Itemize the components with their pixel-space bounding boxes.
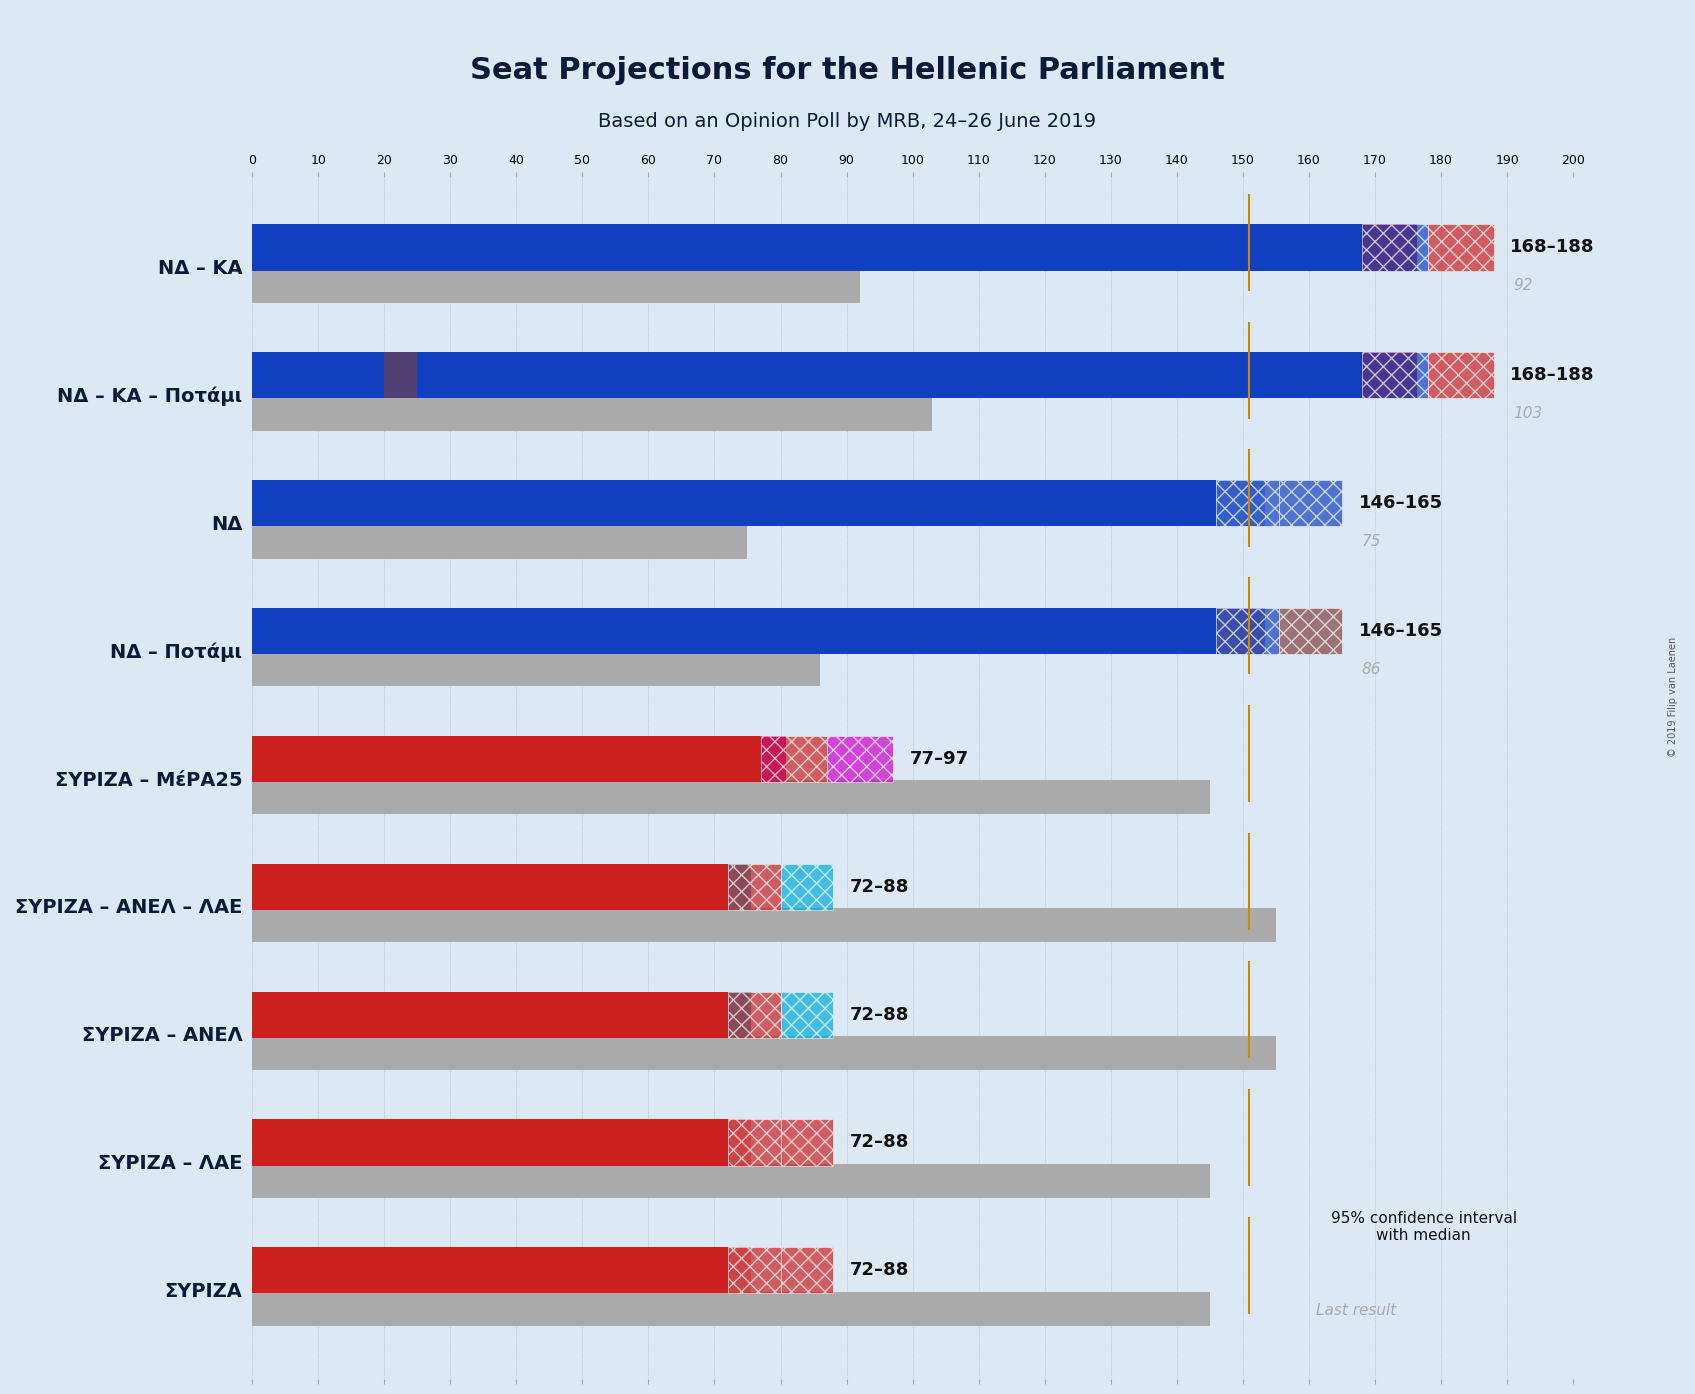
Text: 95% confidence interval
with median: 95% confidence interval with median	[1331, 1210, 1517, 1243]
Bar	[253, 736, 761, 782]
Text: 146–165: 146–165	[1358, 493, 1442, 512]
Bar	[780, 1248, 834, 1294]
Text: 146–165: 146–165	[1358, 622, 1442, 640]
Bar	[780, 991, 834, 1037]
Text: 155: 155	[853, 1046, 883, 1061]
Bar	[1217, 608, 1264, 654]
Text: 72–88: 72–88	[849, 878, 909, 896]
Bar	[253, 781, 1210, 814]
Text: Based on an Opinion Poll by MRB, 24–26 June 2019: Based on an Opinion Poll by MRB, 24–26 J…	[598, 112, 1097, 131]
Bar	[385, 353, 417, 399]
Bar	[1217, 480, 1280, 527]
Bar	[727, 1119, 780, 1165]
Bar	[1361, 353, 1427, 399]
Text: 103: 103	[1514, 406, 1542, 421]
Text: 168–188: 168–188	[1510, 367, 1595, 385]
Bar	[1217, 480, 1264, 527]
Bar	[253, 991, 727, 1037]
Bar	[727, 991, 751, 1037]
Text: 72–88: 72–88	[849, 1005, 909, 1023]
Text: Seat Projections for the Hellenic Parliament: Seat Projections for the Hellenic Parlia…	[470, 56, 1225, 85]
Text: 168–188: 168–188	[1510, 238, 1595, 256]
Bar	[253, 353, 1361, 399]
Bar	[1280, 608, 1342, 654]
Bar	[253, 224, 1361, 270]
Bar	[780, 1119, 834, 1165]
Text: Last result: Last result	[1315, 1303, 1397, 1317]
Bar	[1427, 224, 1493, 270]
Bar	[727, 1248, 751, 1294]
Bar	[253, 864, 727, 910]
Bar	[253, 1292, 1210, 1326]
Bar	[253, 1248, 727, 1294]
Text: 72–88: 72–88	[849, 1133, 909, 1151]
Bar	[780, 864, 834, 910]
Bar	[727, 991, 780, 1037]
Text: 145: 145	[912, 790, 942, 804]
Bar	[727, 1119, 751, 1165]
Text: 145: 145	[853, 1301, 883, 1316]
Bar	[1361, 224, 1417, 270]
Bar	[1361, 353, 1417, 399]
Bar	[727, 864, 751, 910]
Text: 77–97: 77–97	[909, 750, 968, 768]
Bar	[1361, 224, 1427, 270]
Bar	[761, 736, 786, 782]
Text: 155: 155	[853, 917, 883, 933]
Bar	[253, 1164, 1210, 1197]
Bar	[253, 524, 747, 559]
Bar	[253, 480, 1217, 527]
Bar	[253, 652, 820, 686]
Text: © 2019 Filip van Laenen: © 2019 Filip van Laenen	[1668, 637, 1678, 757]
Bar	[1217, 608, 1280, 654]
Bar	[827, 736, 893, 782]
Bar	[761, 736, 827, 782]
Bar	[727, 1248, 780, 1294]
Bar	[727, 864, 780, 910]
Bar	[1280, 480, 1342, 527]
Bar	[253, 907, 1276, 942]
Bar	[1427, 353, 1493, 399]
Text: 145: 145	[853, 1174, 883, 1188]
Text: 92: 92	[1514, 279, 1534, 293]
Text: 72–88: 72–88	[849, 1262, 909, 1280]
Bar	[253, 269, 859, 302]
Text: 75: 75	[1361, 534, 1381, 549]
Bar	[253, 397, 932, 431]
Text: 86: 86	[1361, 662, 1381, 677]
Bar	[253, 1119, 727, 1165]
Bar	[253, 1036, 1276, 1071]
Bar	[253, 608, 1217, 654]
